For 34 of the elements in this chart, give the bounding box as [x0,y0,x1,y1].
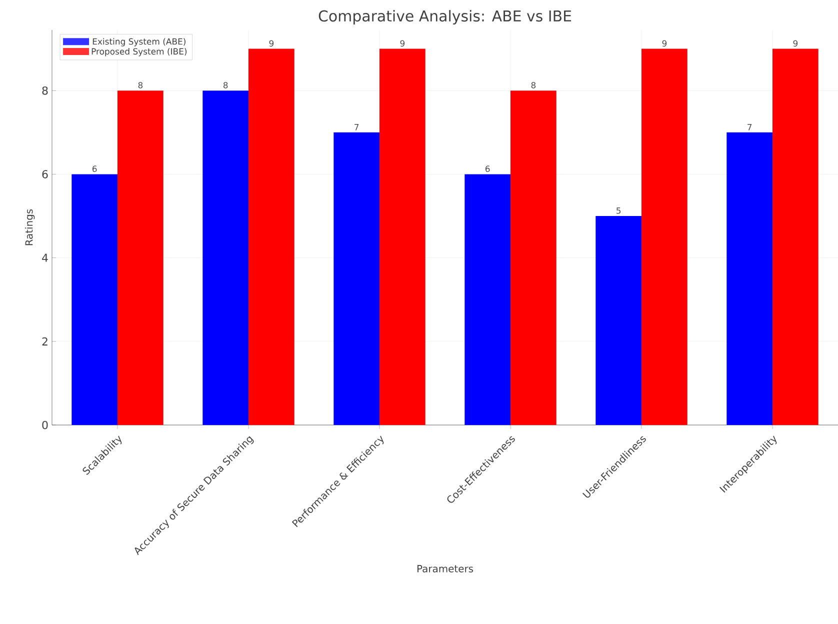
chart-title: Comparative Analysis: ABE vs IBE [318,10,572,24]
y-tick-label: 6 [42,170,48,178]
y-tick-label: 2 [42,337,48,346]
legend-label: Existing System (ABE) [92,38,186,46]
data-label: 8 [138,82,143,88]
y-tick-label: 4 [42,254,48,262]
data-label: 6 [92,166,97,172]
bar [510,90,556,425]
y-tick-label: 0 [42,420,48,430]
bar [464,174,511,425]
data-label: 9 [269,40,274,47]
data-label: 9 [400,40,405,47]
bar [202,90,249,425]
data-label: 9 [662,40,667,47]
legend-label: Proposed System (IBE) [92,48,187,56]
bar [380,48,426,425]
data-label: 9 [793,40,798,47]
bar [248,48,294,425]
bar [642,48,688,425]
data-label: 6 [485,166,490,172]
y-axis-title: Ratings [25,209,35,246]
bar [72,174,118,425]
bar [726,132,773,425]
data-label: 7 [748,124,752,130]
data-label: 5 [616,208,621,214]
bar [772,48,818,425]
y-tick-label: 8 [42,86,48,95]
bar [118,90,164,425]
x-axis-title: Parameters [417,565,474,572]
bar [334,132,380,425]
data-label: 7 [354,124,359,130]
data-label: 8 [223,82,228,88]
data-label: 8 [531,82,536,88]
bar [596,216,642,425]
